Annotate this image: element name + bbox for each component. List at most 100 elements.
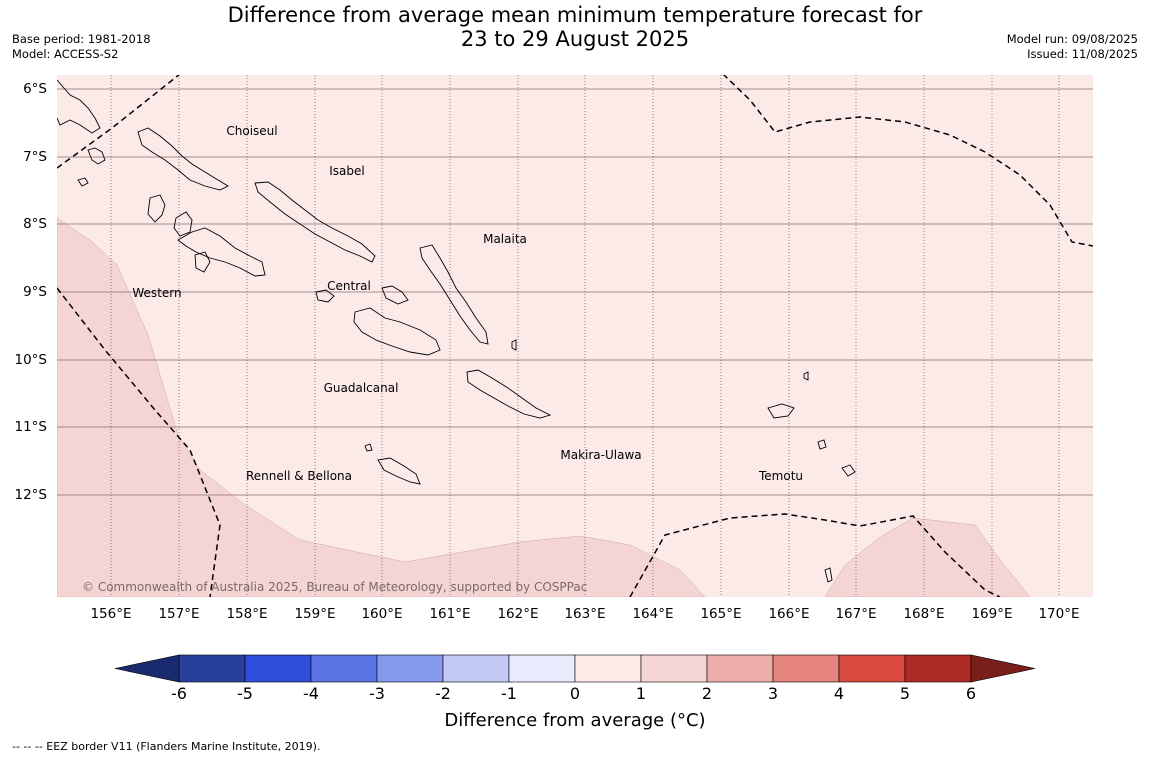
region-label-temotu: Temotu <box>758 469 804 483</box>
new-georgia <box>177 227 266 277</box>
meta-left: Base period: 1981-2018 Model: ACCESS-S2 <box>12 32 151 62</box>
lat-label-11: 11°S <box>14 419 48 435</box>
colorbar-over-arrow <box>970 654 1036 683</box>
colorbar-tick-label: 1 <box>635 684 647 703</box>
nggela-islands <box>381 285 409 305</box>
colorbar-segment <box>640 654 708 683</box>
bellona-island <box>364 443 373 452</box>
colorbar-tick-label: -6 <box>171 684 187 703</box>
issued-date: Issued: 11/08/2025 <box>1027 47 1138 61</box>
isabel-coast <box>254 181 376 263</box>
lat-label-10: 10°S <box>14 352 48 368</box>
vella-lavella <box>147 194 166 223</box>
guadalcanal-coast <box>353 307 441 356</box>
colorbar-segment <box>244 654 312 683</box>
colorbar-segment <box>442 654 510 683</box>
longitude-gridlines <box>110 75 1060 597</box>
colorbar-label: Difference from average (°C) <box>444 710 706 731</box>
model-name: Model: ACCESS-S2 <box>12 47 119 61</box>
colorbar-tick-label: 6 <box>965 684 977 703</box>
colorbar-segment <box>772 654 840 683</box>
region-label-western: Western <box>132 286 182 300</box>
makira-coast <box>466 369 552 419</box>
temotu-islet-2 <box>817 439 827 450</box>
eez-border-sw <box>57 287 221 597</box>
malaita-coast <box>419 244 489 345</box>
region-label-rennell-bellona: Rennell & Bellona <box>245 469 353 483</box>
lon-label-168: 168°E <box>903 606 945 622</box>
colorbar-tick-label: 3 <box>767 684 779 703</box>
russell-islands <box>315 289 335 303</box>
lon-label-157: 157°E <box>158 606 200 622</box>
rendova <box>194 251 211 273</box>
region-label-guadalcanal: Guadalcanal <box>323 381 399 395</box>
temotu-islet-south <box>824 567 833 583</box>
eez-border-ne <box>722 75 1093 247</box>
colorbar-segment <box>706 654 774 683</box>
colorbar-segment <box>838 654 906 683</box>
model-run: Model run: 09/08/2025 <box>1006 32 1138 46</box>
anomaly-1-2-area-east <box>824 517 1031 597</box>
lon-label-156: 156°E <box>90 606 132 622</box>
lon-label-162: 162°E <box>497 606 539 622</box>
lon-label-167: 167°E <box>835 606 877 622</box>
latitude-gridlines <box>57 88 1093 496</box>
title-line-1: Difference from average mean minimum tem… <box>227 3 923 27</box>
lon-label-159: 159°E <box>294 606 336 622</box>
base-period: Base period: 1981-2018 <box>12 32 151 46</box>
colorbar-segment <box>376 654 444 683</box>
lon-label-166: 166°E <box>768 606 810 622</box>
eez-border-se <box>629 513 1001 597</box>
santa-cruz-island <box>767 403 795 419</box>
colorbar <box>114 654 1036 683</box>
bougainville-coast <box>57 79 101 134</box>
anomaly-1-2-area-west <box>57 217 706 597</box>
colorbar-tick-label: 5 <box>899 684 911 703</box>
lat-label-8: 8°S <box>23 216 47 232</box>
colorbar-tick-label: -2 <box>435 684 451 703</box>
ulawa-island <box>511 339 517 351</box>
colorbar-tick-label: 4 <box>833 684 845 703</box>
lat-label-7: 7°S <box>23 149 47 165</box>
eez-borders <box>57 75 1093 597</box>
lon-label-158: 158°E <box>226 606 268 622</box>
region-label-isabel: Isabel <box>329 164 365 178</box>
temotu-islet-1 <box>803 371 809 381</box>
colorbar-tick-label: -3 <box>369 684 385 703</box>
small-islet-west <box>77 177 89 187</box>
kolombangara <box>173 211 193 237</box>
lon-label-160: 160°E <box>361 606 403 622</box>
region-label-choiseul: Choiseul <box>226 124 278 138</box>
colorbar-segment <box>310 654 378 683</box>
lon-label-164: 164°E <box>632 606 674 622</box>
copyright-notice: © Commonwealth of Australia 2025, Bureau… <box>82 580 588 594</box>
lon-label-169: 169°E <box>971 606 1013 622</box>
colorbar-tick-label: 2 <box>701 684 713 703</box>
map-panel <box>57 75 1093 597</box>
lon-label-170: 170°E <box>1038 606 1080 622</box>
lat-label-9: 9°S <box>23 284 47 300</box>
coastlines <box>57 79 856 583</box>
region-label-makira-ulawa: Makira-Ulawa <box>560 448 642 462</box>
meta-right: Model run: 09/08/2025 Issued: 11/08/2025 <box>1007 32 1138 62</box>
choiseul-coast <box>137 127 229 191</box>
eez-legend-note: -- -- -- EEZ border V11 (Flanders Marine… <box>12 740 321 753</box>
lat-label-6: 6°S <box>23 81 47 97</box>
lon-label-163: 163°E <box>564 606 606 622</box>
colorbar-tick-label: -4 <box>303 684 319 703</box>
colorbar-segment <box>904 654 972 683</box>
chart-title: Difference from average mean minimum tem… <box>0 3 1150 51</box>
colorbar-tick-label: -1 <box>501 684 517 703</box>
colorbar-segment <box>574 654 642 683</box>
colorbar-tick-label: 0 <box>569 684 581 703</box>
region-label-malaita: Malaita <box>483 232 527 246</box>
colorbar-under-arrow <box>114 654 180 683</box>
lon-label-161: 161°E <box>429 606 471 622</box>
eez-border-nw <box>57 75 180 169</box>
colorbar-segment <box>508 654 576 683</box>
colorbar-tick-label: -5 <box>237 684 253 703</box>
rennell-island <box>377 457 421 485</box>
lon-label-165: 165°E <box>700 606 742 622</box>
lat-label-12: 12°S <box>14 487 48 503</box>
